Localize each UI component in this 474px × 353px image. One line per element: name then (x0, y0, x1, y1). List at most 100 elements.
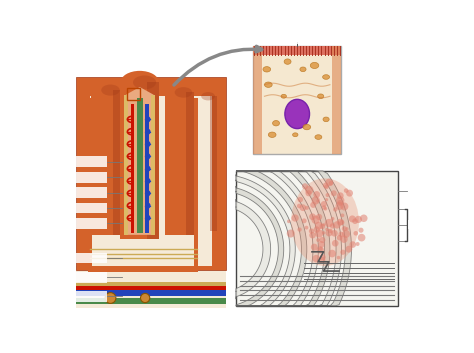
Bar (186, 92, 194, 235)
Circle shape (340, 250, 346, 255)
Circle shape (346, 190, 353, 197)
Circle shape (324, 207, 327, 211)
Circle shape (297, 204, 301, 208)
Circle shape (287, 229, 295, 238)
Circle shape (322, 223, 325, 226)
Circle shape (326, 193, 329, 197)
Bar (137, 98, 143, 233)
Circle shape (305, 190, 311, 196)
Ellipse shape (300, 67, 306, 72)
Polygon shape (236, 171, 341, 306)
Circle shape (349, 241, 356, 248)
Bar (113, 90, 122, 235)
Ellipse shape (285, 99, 310, 128)
Circle shape (318, 257, 325, 264)
Circle shape (311, 196, 320, 204)
Circle shape (337, 192, 344, 199)
Bar (165, 92, 194, 235)
Circle shape (358, 228, 364, 233)
Polygon shape (236, 174, 295, 306)
Bar (90, 96, 212, 266)
Circle shape (105, 293, 116, 303)
Circle shape (140, 293, 150, 303)
Bar (76, 282, 226, 286)
Circle shape (314, 226, 320, 233)
Circle shape (338, 232, 344, 237)
Circle shape (345, 227, 348, 231)
Bar (194, 96, 217, 231)
Ellipse shape (101, 85, 120, 96)
Bar (253, 46, 341, 55)
Circle shape (336, 202, 344, 210)
Bar (253, 46, 262, 154)
Ellipse shape (174, 87, 192, 98)
Ellipse shape (91, 81, 122, 99)
Ellipse shape (264, 82, 272, 88)
Polygon shape (236, 171, 307, 306)
Circle shape (310, 232, 316, 238)
Circle shape (331, 217, 335, 221)
Bar (76, 290, 226, 297)
Circle shape (324, 185, 329, 189)
Circle shape (328, 250, 336, 257)
Ellipse shape (120, 71, 159, 94)
Circle shape (355, 216, 362, 223)
Circle shape (319, 247, 323, 251)
Ellipse shape (133, 76, 156, 89)
Bar (145, 104, 149, 233)
Circle shape (337, 256, 340, 259)
Circle shape (325, 228, 328, 231)
Bar (88, 98, 92, 267)
Circle shape (316, 199, 319, 203)
Circle shape (337, 235, 342, 240)
Bar (62, 187, 107, 198)
Circle shape (342, 226, 347, 231)
Bar (407, 220, 449, 230)
Circle shape (325, 219, 333, 227)
Circle shape (318, 241, 325, 247)
Circle shape (313, 191, 320, 198)
Circle shape (302, 219, 307, 223)
Ellipse shape (318, 94, 324, 98)
Bar (407, 186, 449, 197)
Bar (128, 88, 140, 100)
Circle shape (316, 214, 322, 220)
Bar (194, 98, 198, 267)
Bar (293, 36, 347, 44)
Bar (236, 171, 398, 306)
Circle shape (300, 204, 306, 211)
Polygon shape (236, 199, 271, 299)
Ellipse shape (268, 132, 276, 137)
Circle shape (354, 231, 358, 235)
Circle shape (312, 255, 320, 262)
Circle shape (319, 224, 325, 229)
Circle shape (352, 219, 358, 224)
Bar (62, 272, 107, 283)
Bar (124, 95, 128, 235)
Polygon shape (236, 171, 319, 306)
Circle shape (325, 179, 333, 186)
Circle shape (332, 240, 338, 247)
Circle shape (333, 221, 341, 229)
Bar (407, 236, 449, 246)
Circle shape (337, 200, 343, 206)
Bar (62, 252, 107, 263)
Polygon shape (236, 186, 284, 306)
Circle shape (340, 235, 348, 243)
Circle shape (319, 254, 326, 260)
Circle shape (305, 206, 309, 210)
Polygon shape (126, 87, 154, 235)
Circle shape (323, 183, 328, 188)
Ellipse shape (165, 84, 194, 101)
Circle shape (298, 197, 303, 202)
Ellipse shape (323, 75, 329, 79)
Circle shape (344, 189, 348, 193)
Bar (76, 298, 226, 304)
Bar (76, 77, 226, 269)
Circle shape (311, 215, 320, 224)
Bar (407, 203, 449, 214)
Circle shape (321, 201, 327, 207)
Bar (62, 172, 107, 183)
Bar (253, 46, 341, 154)
Circle shape (298, 227, 302, 232)
